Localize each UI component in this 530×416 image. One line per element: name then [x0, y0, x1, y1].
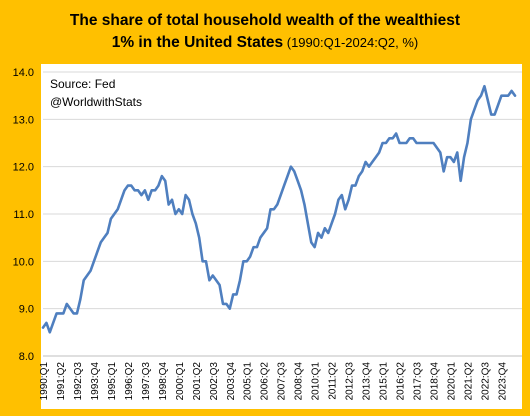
y-tick-label: 13.0: [13, 114, 34, 126]
y-tick-label: 9.0: [19, 304, 34, 316]
x-tick-label: 2017:Q3: [413, 362, 424, 401]
x-tick-label: 2007:Q3: [277, 362, 288, 401]
x-tick-label: 2001:Q2: [192, 362, 203, 401]
x-tick-label: 1996:Q2: [124, 362, 135, 401]
x-tick-label: 2015:Q1: [379, 362, 390, 401]
x-tick-label: 1990:Q1: [39, 362, 50, 401]
x-tick-label: 1995:Q1: [107, 362, 118, 401]
x-tick-label: 1997:Q3: [141, 362, 152, 401]
x-tick-label: 2006:Q2: [260, 362, 271, 401]
x-tick-label: 1993:Q4: [90, 362, 101, 401]
x-tick-label: 2000:Q1: [175, 362, 186, 401]
title-line-1: The share of total household wealth of t…: [69, 12, 461, 29]
x-tick-label: 2020:Q1: [446, 362, 457, 401]
y-tick-label: 14.0: [13, 67, 34, 79]
x-axis-ticks: 1990:Q1 1991:Q2 1992:Q3 1993:Q4 1995:Q1 1996:…: [39, 362, 508, 401]
x-tick-label: 2010:Q1: [311, 362, 322, 401]
x-tick-label: 2022:Q3: [480, 362, 491, 401]
x-tick-label: 2013:Q4: [362, 362, 373, 401]
x-tick-label: 2003:Q4: [226, 362, 237, 401]
x-tick-label: 2005:Q1: [243, 362, 254, 401]
y-tick-label: 11.0: [13, 209, 34, 221]
x-tick-label: 2011:Q2: [328, 362, 339, 400]
title-line-2-note: (1990:Q1-2024:Q2, %): [283, 35, 419, 50]
x-tick-label: 2018:Q4: [430, 362, 441, 401]
title-line-2-bold: 1% in the United States: [111, 34, 284, 51]
handle-label: @WorldwithStats: [50, 95, 142, 109]
y-tick-label: 12.0: [13, 162, 34, 174]
y-axis-ticks: 8.0 9.0 10.0 11.0 12.0 13.0 14.0: [13, 67, 34, 363]
x-tick-label: 1991:Q2: [56, 362, 67, 401]
plot-area: [41, 64, 522, 409]
title-line-2: 1% in the United States (1990:Q1-2024:Q2…: [0, 32, 530, 54]
x-tick-label: 1998:Q4: [158, 362, 169, 401]
x-tick-label: 1992:Q3: [73, 362, 84, 401]
x-tick-label: 2023:Q4: [497, 362, 508, 401]
y-tick-label: 10.0: [13, 256, 34, 268]
chart-title: The share of total household wealth of t…: [0, 10, 530, 54]
x-tick-label: 2016:Q2: [396, 362, 407, 401]
x-tick-label: 2012:Q3: [345, 362, 356, 401]
source-label: Source: Fed: [50, 77, 115, 91]
x-tick-label: 2008:Q4: [294, 362, 305, 401]
x-tick-label: 2021:Q2: [463, 362, 474, 401]
series-line: [41, 84, 517, 334]
y-tick-label: 8.0: [19, 351, 34, 363]
x-tick-label: 2002:Q3: [209, 362, 220, 401]
